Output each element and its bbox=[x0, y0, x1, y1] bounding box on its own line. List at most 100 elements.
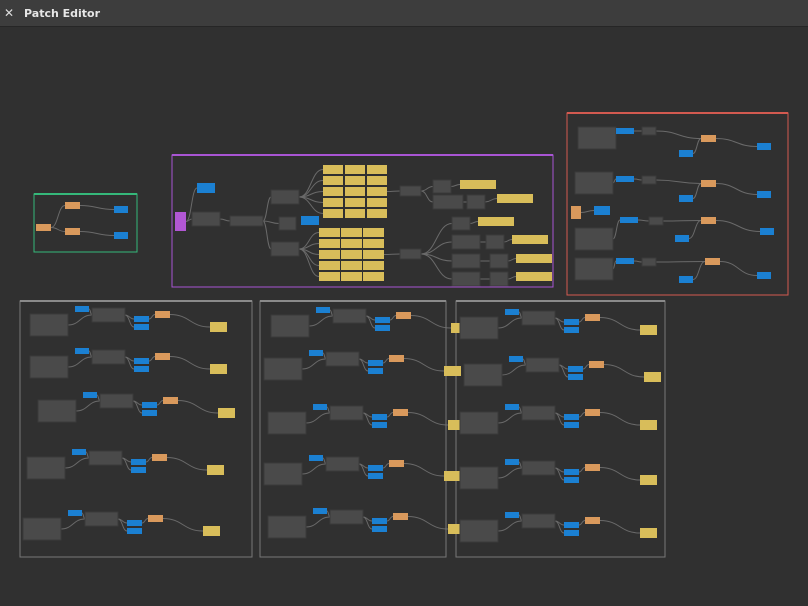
math-node[interactable] bbox=[155, 311, 170, 318]
patch-node[interactable] bbox=[432, 194, 464, 210]
output-node[interactable] bbox=[448, 524, 465, 534]
group-red-header[interactable] bbox=[567, 112, 788, 114]
value-node[interactable] bbox=[75, 306, 89, 312]
math-node[interactable] bbox=[389, 460, 404, 467]
math-node[interactable] bbox=[585, 314, 600, 321]
value-node[interactable] bbox=[114, 232, 128, 239]
group-gray-3-header[interactable] bbox=[456, 300, 665, 302]
output-node[interactable] bbox=[323, 187, 343, 196]
output-node[interactable] bbox=[367, 209, 387, 218]
value-node[interactable] bbox=[757, 191, 771, 198]
patch-node[interactable] bbox=[459, 411, 499, 435]
output-node[interactable] bbox=[341, 228, 362, 237]
value-node[interactable] bbox=[134, 316, 149, 322]
output-node[interactable] bbox=[367, 165, 387, 174]
output-node[interactable] bbox=[478, 217, 514, 226]
group-gray-1-header[interactable] bbox=[20, 300, 252, 302]
patch-node[interactable] bbox=[26, 456, 66, 480]
value-node[interactable] bbox=[505, 404, 519, 410]
patch-node[interactable] bbox=[88, 450, 123, 466]
output-node[interactable] bbox=[210, 364, 227, 374]
group-green[interactable] bbox=[33, 193, 138, 253]
value-node[interactable] bbox=[564, 319, 579, 325]
patch-node[interactable] bbox=[332, 308, 367, 324]
output-node[interactable] bbox=[367, 187, 387, 196]
math-node[interactable] bbox=[396, 312, 411, 319]
patch-node[interactable] bbox=[574, 257, 614, 281]
value-node[interactable] bbox=[757, 143, 771, 150]
patch-node[interactable] bbox=[99, 393, 134, 409]
math-node[interactable] bbox=[585, 409, 600, 416]
math-node[interactable] bbox=[701, 217, 716, 224]
math-node[interactable] bbox=[389, 355, 404, 362]
output-node[interactable] bbox=[345, 198, 365, 207]
output-node[interactable] bbox=[444, 366, 461, 376]
patch-node[interactable] bbox=[451, 234, 481, 250]
output-node[interactable] bbox=[345, 187, 365, 196]
value-node[interactable] bbox=[564, 414, 579, 420]
output-node[interactable] bbox=[363, 228, 384, 237]
value-node[interactable] bbox=[679, 150, 693, 157]
value-node[interactable] bbox=[375, 325, 390, 331]
value-node[interactable] bbox=[368, 360, 383, 366]
value-node[interactable] bbox=[564, 477, 579, 483]
value-node[interactable] bbox=[564, 522, 579, 528]
patch-node[interactable] bbox=[267, 515, 307, 539]
value-node[interactable] bbox=[505, 309, 519, 315]
patch-node[interactable] bbox=[466, 194, 486, 210]
value-node[interactable] bbox=[568, 366, 583, 372]
source-node[interactable] bbox=[175, 212, 186, 231]
output-node[interactable] bbox=[640, 420, 657, 430]
value-node[interactable] bbox=[309, 455, 323, 461]
output-node[interactable] bbox=[323, 176, 343, 185]
patch-node[interactable] bbox=[459, 316, 499, 340]
math-node[interactable] bbox=[393, 513, 408, 520]
value-node[interactable] bbox=[564, 530, 579, 536]
output-node[interactable] bbox=[644, 372, 661, 382]
output-node[interactable] bbox=[341, 261, 362, 270]
patch-node[interactable] bbox=[91, 307, 126, 323]
math-node[interactable] bbox=[585, 464, 600, 471]
math-node[interactable] bbox=[163, 397, 178, 404]
output-node[interactable] bbox=[640, 325, 657, 335]
output-node[interactable] bbox=[367, 176, 387, 185]
close-icon[interactable]: ✕ bbox=[3, 6, 15, 20]
value-node[interactable] bbox=[131, 459, 146, 465]
output-node[interactable] bbox=[218, 408, 235, 418]
patch-node[interactable] bbox=[399, 185, 422, 197]
value-node[interactable] bbox=[309, 350, 323, 356]
value-node[interactable] bbox=[372, 526, 387, 532]
value-node[interactable] bbox=[375, 317, 390, 323]
output-node[interactable] bbox=[345, 165, 365, 174]
group-gray-2-header[interactable] bbox=[260, 300, 446, 302]
patch-node[interactable] bbox=[270, 241, 300, 257]
value-node[interactable] bbox=[134, 366, 149, 372]
value-node[interactable] bbox=[616, 128, 634, 134]
patch-node[interactable] bbox=[463, 363, 503, 387]
output-node[interactable] bbox=[341, 272, 362, 281]
math-node[interactable] bbox=[65, 202, 80, 209]
value-node[interactable] bbox=[372, 518, 387, 524]
value-node[interactable] bbox=[127, 528, 142, 534]
value-node[interactable] bbox=[509, 356, 523, 362]
output-node[interactable] bbox=[444, 471, 461, 481]
output-node[interactable] bbox=[512, 235, 548, 244]
output-node[interactable] bbox=[640, 475, 657, 485]
value-node[interactable] bbox=[127, 520, 142, 526]
output-node[interactable] bbox=[207, 465, 224, 475]
math-node[interactable] bbox=[701, 135, 716, 142]
output-node[interactable] bbox=[516, 254, 552, 263]
output-node[interactable] bbox=[640, 528, 657, 538]
patch-node[interactable] bbox=[432, 179, 452, 194]
patch-node[interactable] bbox=[29, 355, 69, 379]
patch-node[interactable] bbox=[29, 313, 69, 337]
patch-node[interactable] bbox=[278, 216, 297, 231]
group-green-header[interactable] bbox=[34, 193, 137, 195]
output-node[interactable] bbox=[341, 250, 362, 259]
value-node[interactable] bbox=[134, 358, 149, 364]
output-node[interactable] bbox=[323, 165, 343, 174]
value-node[interactable] bbox=[72, 449, 86, 455]
value-node[interactable] bbox=[372, 414, 387, 420]
patch-node[interactable] bbox=[451, 253, 481, 269]
value-node[interactable] bbox=[616, 258, 634, 264]
